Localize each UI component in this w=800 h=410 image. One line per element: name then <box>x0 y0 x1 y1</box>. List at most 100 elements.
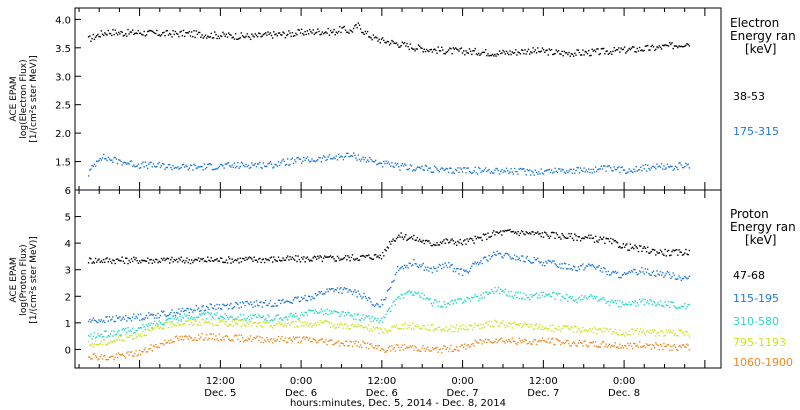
proton-point <box>623 344 626 347</box>
proton-point <box>474 293 476 296</box>
proton-point <box>90 321 92 323</box>
electron-point <box>344 29 347 31</box>
electron-ytick-label: 3.5 <box>55 44 71 55</box>
proton-point <box>469 345 472 347</box>
electron-point <box>321 157 324 159</box>
electron-ytick-label: 1.5 <box>55 158 71 169</box>
proton-point <box>232 261 234 263</box>
proton-point <box>195 339 197 341</box>
proton-point <box>122 316 124 318</box>
electron-legend-item-1: 175-315 <box>733 125 779 138</box>
proton-point <box>571 342 574 345</box>
proton-point <box>288 259 290 261</box>
proton-point <box>348 344 350 347</box>
electron-point <box>101 33 104 35</box>
proton-point <box>263 302 266 304</box>
proton-point <box>376 256 378 258</box>
electron-point <box>113 33 115 36</box>
proton-point <box>169 342 171 344</box>
proton-point <box>597 346 599 348</box>
electron-point <box>210 164 212 166</box>
electron-point <box>606 50 608 52</box>
proton-point <box>398 328 400 330</box>
proton-point <box>107 335 109 337</box>
proton-point <box>614 270 616 273</box>
proton-point <box>129 334 131 337</box>
proton-point <box>203 339 206 341</box>
electron-point <box>532 171 534 174</box>
proton-point <box>327 313 329 316</box>
proton-point <box>582 237 584 239</box>
proton-point <box>486 341 488 344</box>
electron-point <box>452 47 454 49</box>
proton-point <box>582 326 584 329</box>
proton-point <box>174 259 177 262</box>
proton-point <box>560 344 562 346</box>
proton-point <box>419 264 421 266</box>
proton-point <box>657 302 659 304</box>
proton-point <box>478 237 480 239</box>
proton-point <box>384 317 386 319</box>
proton-point <box>564 237 567 239</box>
proton-point <box>217 307 219 309</box>
electron-point <box>380 162 383 164</box>
proton-point <box>403 323 406 325</box>
electron-point <box>686 43 688 45</box>
proton-point <box>486 259 488 261</box>
proton-point <box>611 344 613 346</box>
proton-point <box>158 260 160 262</box>
proton-point <box>269 325 272 327</box>
electron-point <box>212 37 215 39</box>
proton-point <box>262 302 265 304</box>
proton-point <box>193 323 195 325</box>
proton-point <box>99 261 101 263</box>
proton-point <box>295 336 297 339</box>
proton-point <box>453 268 456 270</box>
proton-point <box>519 323 522 325</box>
proton-point <box>280 317 282 319</box>
proton-point <box>509 322 511 324</box>
proton-point <box>141 350 143 353</box>
proton-point <box>275 305 277 307</box>
proton-point <box>97 333 99 335</box>
proton-point <box>586 298 589 300</box>
proton-point <box>373 254 376 256</box>
proton-point <box>654 249 656 251</box>
proton-point <box>303 256 305 258</box>
proton-point <box>436 328 438 331</box>
electron-point <box>127 162 129 164</box>
proton-point <box>663 276 665 278</box>
proton-point <box>147 257 149 259</box>
proton-point <box>153 345 156 348</box>
proton-point <box>557 266 560 268</box>
proton-point <box>142 351 144 353</box>
electron-point <box>275 164 277 166</box>
electron-point <box>265 165 267 168</box>
proton-point <box>611 299 613 301</box>
proton-point <box>435 244 437 246</box>
proton-point <box>90 344 92 346</box>
proton-point <box>184 262 186 264</box>
electron-series-0 <box>87 22 691 57</box>
proton-point <box>384 328 386 330</box>
proton-point <box>309 337 311 340</box>
electron-point <box>515 170 517 173</box>
proton-point <box>569 345 571 347</box>
proton-point <box>605 327 607 330</box>
electron-point <box>481 170 483 172</box>
proton-point <box>598 239 600 241</box>
proton-point <box>99 356 101 358</box>
proton-point <box>652 248 655 251</box>
proton-point <box>104 330 106 332</box>
proton-point <box>497 286 500 289</box>
proton-point <box>563 297 566 300</box>
proton-point <box>336 255 339 258</box>
proton-point <box>386 246 388 248</box>
electron-point <box>275 33 277 35</box>
electron-point <box>637 50 640 52</box>
electron-point <box>632 46 634 48</box>
electron-point <box>574 172 576 174</box>
proton-point <box>457 298 459 300</box>
proton-point <box>523 260 525 263</box>
proton-point <box>259 336 261 338</box>
